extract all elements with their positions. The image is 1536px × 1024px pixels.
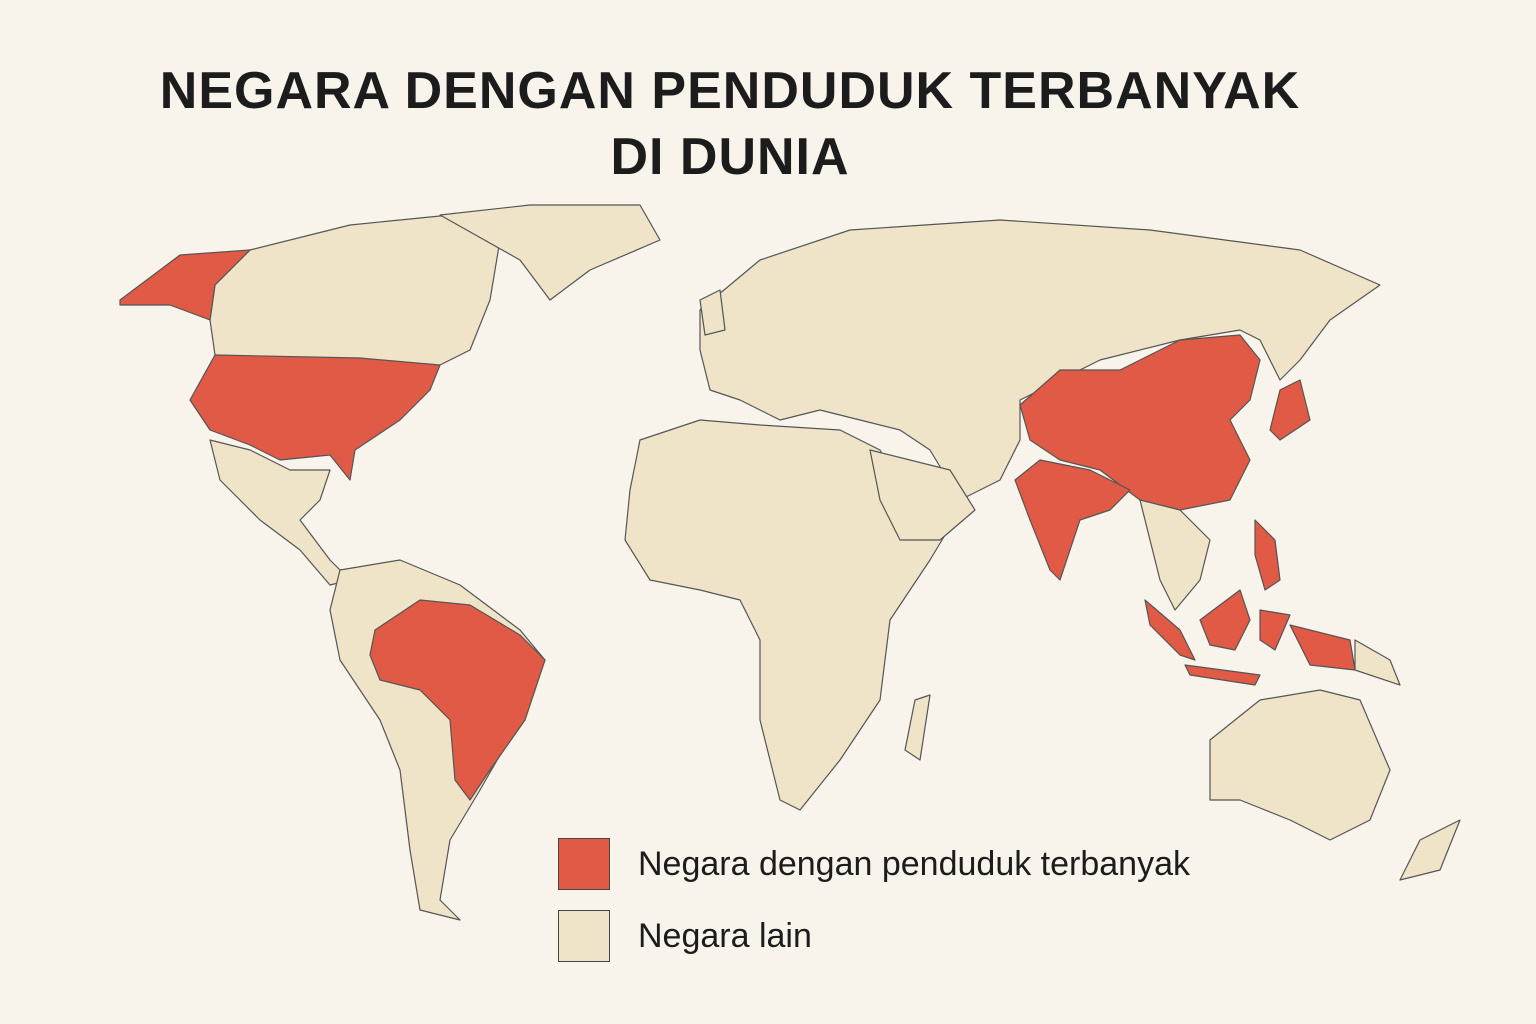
region-africa	[624, 419, 961, 811]
region-uk	[699, 289, 726, 336]
legend-label: Negara dengan penduduk terbanyak	[638, 844, 1190, 883]
region-eurasia	[699, 219, 1381, 501]
region-arabia	[869, 449, 976, 541]
title-line-1: NEGARA DENGAN PENDUDUK TERBANYAK	[159, 62, 1301, 120]
legend-swatch-tan	[558, 910, 610, 962]
region-alaska	[119, 249, 251, 321]
region-indonesia-sulawesi	[1259, 609, 1291, 651]
region-brazil	[369, 599, 546, 801]
region-indonesia-papua	[1289, 624, 1356, 671]
region-madagascar	[904, 694, 931, 761]
region-india	[1014, 459, 1131, 581]
region-china	[1019, 334, 1261, 511]
region-southeast-asia	[1139, 499, 1211, 611]
region-indonesia-sumatra	[1144, 599, 1196, 661]
title-line-2: DI DUNIA	[610, 128, 850, 186]
region-papua-new-guinea	[1354, 639, 1401, 686]
region-australia	[1209, 689, 1391, 841]
region-japan	[1269, 379, 1311, 441]
legend-item-other: Negara lain	[558, 910, 812, 962]
legend-label: Negara lain	[638, 916, 812, 955]
map-title: NEGARA DENGAN PENDUDUK TERBANYAK DI DUNI…	[0, 58, 1460, 190]
legend-swatch-red	[558, 838, 610, 890]
region-indonesia-borneo	[1199, 589, 1251, 651]
region-new-zealand	[1399, 819, 1461, 881]
region-united-states	[189, 354, 441, 481]
region-indonesia-java	[1184, 664, 1261, 686]
region-philippines	[1254, 519, 1281, 591]
region-canada	[209, 214, 501, 371]
legend-item-highlighted: Negara dengan penduduk terbanyak	[558, 838, 1190, 890]
region-central-america	[209, 439, 351, 586]
region-greenland	[439, 204, 661, 301]
